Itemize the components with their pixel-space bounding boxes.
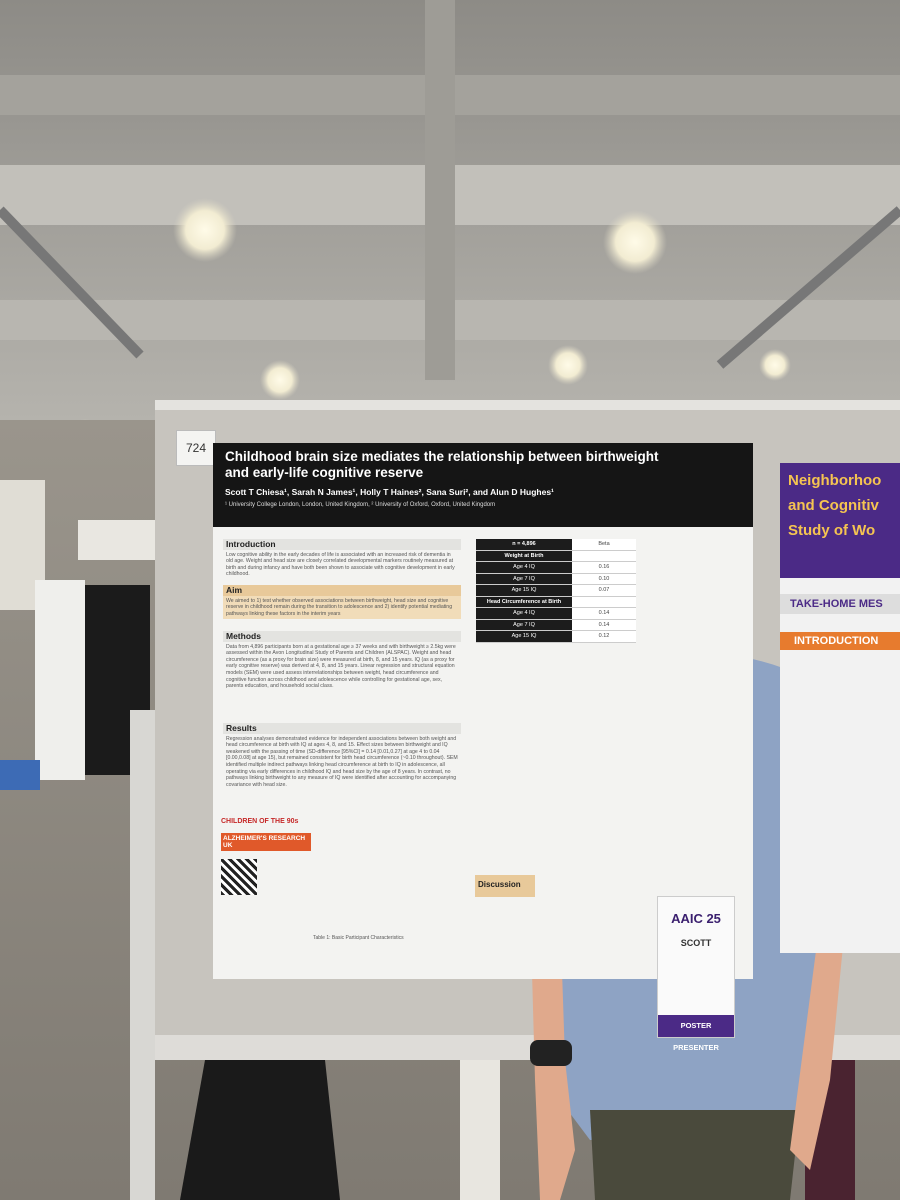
- poster-header: Childhood brain size mediates the relati…: [213, 443, 753, 527]
- row-value: 0.16: [598, 564, 610, 571]
- table-row: Age 15 IQ 0.12: [476, 631, 636, 643]
- board-leg: [130, 710, 155, 1200]
- intro-heading: INTRODUCTION: [780, 632, 900, 650]
- table-row: Age 7 IQ 0.10: [476, 573, 636, 585]
- table-row: Age 15 IQ 0.07: [476, 585, 636, 597]
- poster-section: Methods Data from 4,896 participants born…: [223, 631, 461, 692]
- passerby-legs: [180, 1060, 340, 1200]
- lamp: [548, 345, 588, 385]
- row-label: Weight at Birth: [476, 550, 572, 561]
- section-heading: Results: [223, 723, 461, 734]
- results-table: n = 4,896 Beta Weight at Birth Age 4 IQ 0.16…: [476, 539, 636, 643]
- row-label: Age 4 IQ: [476, 608, 572, 619]
- table-row: Age 4 IQ 0.14: [476, 608, 636, 620]
- floor-line: [460, 1060, 500, 1200]
- authors: Scott T Chiesa¹, Sarah N James¹, Holly T…: [225, 487, 554, 497]
- row-value: 0.07: [598, 587, 610, 594]
- arm: [790, 920, 845, 1170]
- section-text: Regression analyses demonstrated evidenc…: [226, 735, 458, 788]
- watch: [530, 1040, 572, 1066]
- carpet: [0, 760, 40, 790]
- row-label: Age 4 IQ: [476, 562, 572, 573]
- poster-section: Introduction Low cognitive ability in the…: [223, 539, 461, 580]
- board-frame: [155, 400, 900, 410]
- section-text: We aimed to 1) test whether observed ass…: [223, 595, 461, 620]
- table-row: Head Circumference at Birth: [476, 596, 636, 608]
- badge-name: SCOTT: [680, 938, 712, 948]
- row-label: Age 15 IQ: [476, 585, 572, 596]
- board-number: 724: [176, 430, 216, 466]
- row-value: 0.12: [598, 633, 610, 640]
- poster-section: Aim We aimed to 1) test whether observed …: [223, 585, 461, 620]
- beam: [425, 0, 455, 380]
- table-row: Weight at Birth: [476, 550, 636, 562]
- booth-wall: [35, 580, 85, 780]
- logo: CHILDREN OF THE 90s: [221, 818, 299, 825]
- lamp: [260, 360, 300, 400]
- title-line: Childhood brain size mediates the relati…: [225, 449, 659, 464]
- row-value: 0.14: [598, 610, 610, 617]
- row-label: Head Circumference at Birth: [476, 596, 572, 607]
- qr-code: [221, 859, 257, 895]
- table-row: Age 7 IQ 0.14: [476, 619, 636, 631]
- lamp: [603, 210, 667, 274]
- title-line: Study of Wo: [788, 522, 876, 539]
- take-home-heading: TAKE-HOME MES: [780, 594, 900, 614]
- section-text: Low cognitive ability in the early decad…: [226, 551, 455, 578]
- row-label: Age 7 IQ: [476, 619, 572, 630]
- table-header: n = 4,896: [476, 539, 572, 550]
- affiliations: ¹ University College London, London, Uni…: [225, 502, 496, 508]
- row-value: 0.14: [598, 621, 610, 628]
- title-line: and early-life cognitive reserve: [225, 465, 424, 480]
- section-heading: Methods: [223, 631, 461, 642]
- poster-section: Results Regression analyses demonstrated …: [223, 723, 461, 790]
- section-text: Data from 4,896 participants born at a g…: [226, 643, 456, 690]
- row-label: Age 7 IQ: [476, 573, 572, 584]
- table-row: n = 4,896 Beta: [476, 539, 636, 551]
- section-heading: Introduction: [223, 539, 461, 550]
- badge-event: AAIC 25: [671, 911, 721, 926]
- table-header: Beta: [598, 541, 610, 548]
- lamp: [759, 349, 791, 381]
- title-line: and Cognitiv: [788, 497, 879, 514]
- truss: [716, 206, 900, 369]
- badge-role: POSTER PRESENTER: [658, 1015, 734, 1052]
- poster: Childhood brain size mediates the relati…: [213, 443, 753, 979]
- trousers: [590, 1110, 800, 1200]
- row-label: Age 15 IQ: [476, 631, 572, 642]
- logos: CHILDREN OF THE 90s ALZHEIMER'S RESEARCH…: [221, 818, 311, 895]
- poster-title: Childhood brain size mediates the relati…: [225, 449, 741, 481]
- title-line: Neighborhoo: [788, 472, 882, 489]
- table-caption: Table 1: Basic Participant Characteristi…: [313, 935, 404, 941]
- lamp: [173, 198, 237, 262]
- discussion-heading: Discussion: [475, 875, 535, 897]
- neighbor-title: Neighborhoo and Cognitiv Study of Wo: [780, 463, 900, 578]
- neighbor-poster: Neighborhoo and Cognitiv Study of Wo TAK…: [780, 463, 900, 953]
- name-badge: AAIC 25 SCOTT POSTER PRESENTER: [657, 896, 735, 1052]
- logo: ALZHEIMER'S RESEARCH UK: [221, 833, 311, 851]
- table-row: Age 4 IQ 0.16: [476, 562, 636, 574]
- row-value: 0.10: [598, 575, 610, 582]
- section-heading: Aim: [223, 585, 461, 596]
- truss: [0, 206, 144, 359]
- sign: [78, 520, 156, 560]
